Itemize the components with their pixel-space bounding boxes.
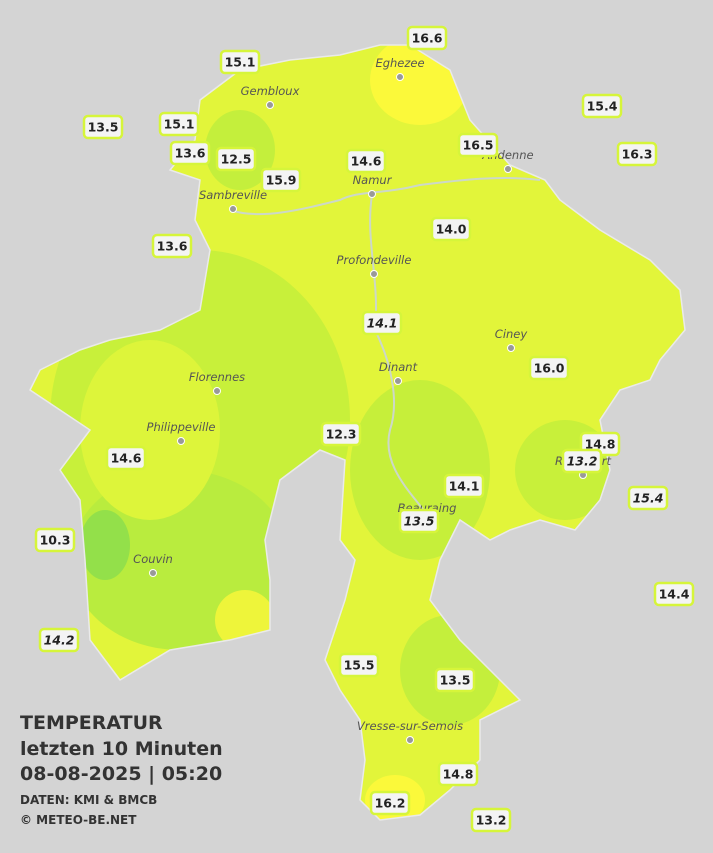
station-value: 12.3 (326, 427, 357, 442)
legend-source: DATEN: KMI & BMCB (20, 793, 157, 807)
city-label: Florennes (189, 370, 245, 384)
city-label: Namur (353, 173, 393, 187)
station-box (443, 473, 485, 499)
station-box (528, 355, 570, 381)
station-value: 15.5 (344, 658, 375, 673)
station-box (581, 93, 623, 119)
station-box (434, 667, 476, 693)
station-box (398, 508, 440, 534)
city-dot (370, 270, 378, 278)
city-label: Ciney (495, 327, 528, 341)
station-value: 14.1 (367, 316, 398, 331)
station-box (361, 310, 403, 336)
city-dot (368, 190, 376, 198)
station-box (616, 141, 658, 167)
city-label: Gembloux (241, 84, 300, 98)
station-box (470, 807, 512, 833)
station-box (561, 448, 603, 474)
station-value: 13.2 (476, 813, 507, 828)
legend-datetime: 08-08-2025 | 05:20 (20, 763, 222, 785)
station-value: 13.6 (157, 239, 188, 254)
station-box (34, 527, 76, 553)
station-box (151, 233, 193, 259)
city-label: Philippeville (147, 420, 216, 434)
station-box (406, 25, 448, 51)
station-value: 16.5 (463, 138, 494, 153)
station-box (82, 114, 124, 140)
station-value: 14.6 (111, 451, 142, 466)
station-value: 13.5 (440, 673, 471, 688)
city-label: Couvin (133, 552, 173, 566)
city-dot (504, 165, 512, 173)
legend-title: TEMPERATUR (20, 712, 163, 734)
station-value: 13.5 (88, 120, 119, 135)
station-box (158, 111, 200, 137)
station-box (338, 652, 380, 678)
station-value: 15.9 (266, 173, 297, 188)
station-value: 13.2 (567, 454, 598, 469)
station-box (219, 49, 261, 75)
station-box (457, 132, 499, 158)
station-value: 10.3 (40, 533, 71, 548)
station-box (38, 627, 80, 653)
station-value: 12.5 (221, 152, 252, 167)
station-box (653, 581, 695, 607)
legend-credit: © METEO-BE.NET (20, 813, 137, 827)
station-value: 16.2 (375, 796, 406, 811)
city-dot (507, 344, 515, 352)
city-dot (177, 437, 185, 445)
city-dot (213, 387, 221, 395)
station-box (320, 421, 362, 447)
station-value: 16.6 (412, 31, 443, 46)
station-box (369, 790, 411, 816)
city-label: Eghezee (375, 56, 424, 70)
station-box (169, 140, 211, 166)
station-value: 15.4 (587, 99, 618, 114)
city-label: Sambreville (199, 188, 267, 202)
city-dot (396, 73, 404, 81)
station-value: 16.3 (622, 147, 653, 162)
station-value: 15.1 (225, 55, 256, 70)
station-value: 14.2 (44, 633, 75, 648)
city-label: Vresse-sur-Semois (357, 719, 463, 733)
city-dot (149, 569, 157, 577)
station-value: 16.0 (534, 361, 565, 376)
station-box (627, 485, 669, 511)
station-value: 15.1 (164, 117, 195, 132)
station-box (437, 761, 479, 787)
station-box (260, 167, 302, 193)
city-dot (394, 377, 402, 385)
city-label: Profondeville (337, 253, 412, 267)
station-value: 14.4 (659, 587, 690, 602)
city-dot (229, 205, 237, 213)
station-box (215, 146, 257, 172)
station-box (430, 216, 472, 242)
station-box (345, 148, 387, 174)
station-value: 13.6 (175, 146, 206, 161)
station-value: 14.8 (443, 767, 474, 782)
station-value: 15.4 (633, 491, 664, 506)
station-value: 14.0 (436, 222, 467, 237)
station-value: 14.1 (449, 479, 480, 494)
city-label: Dinant (379, 360, 418, 374)
station-value: 14.6 (351, 154, 382, 169)
station-box (105, 445, 147, 471)
city-dot (406, 736, 414, 744)
station-value: 13.5 (404, 514, 435, 529)
station-value: 14.8 (585, 437, 616, 452)
legend-subtitle: letzten 10 Minuten (20, 738, 223, 760)
city-dot (266, 101, 274, 109)
